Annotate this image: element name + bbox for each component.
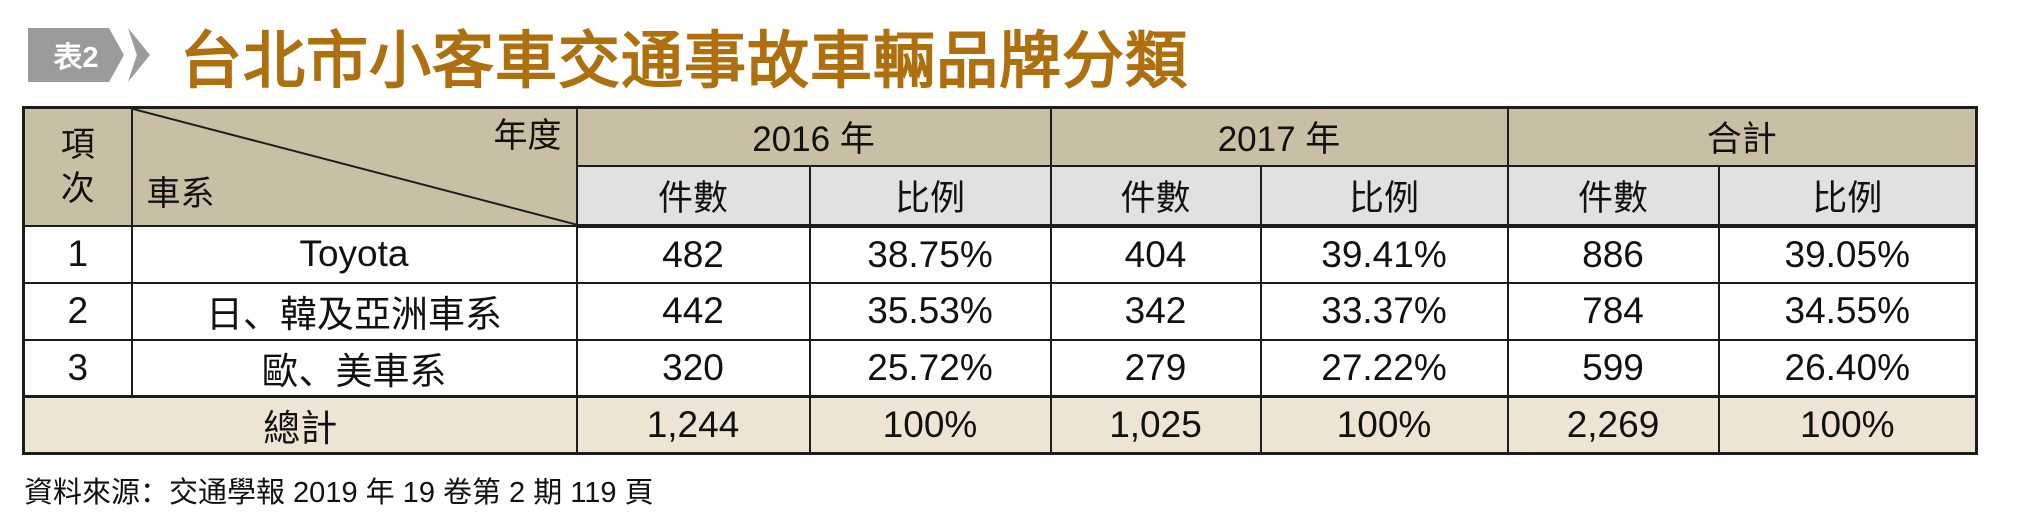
ratio-2016-cell: 38.75% [808, 224, 1052, 284]
year-axis-label: 年度 [493, 117, 562, 155]
source-note: 資料來源：交通學報 2019 年 19 卷第 2 期 119 頁 [24, 477, 654, 509]
table-number-badge-body: 表2 [28, 28, 124, 82]
sub-header-row: 件數 比例 件數 比例 件數 比例 [24, 164, 1978, 228]
arrow-right-icon [128, 28, 150, 82]
index-column-header: 項次 [22, 106, 133, 227]
ratio-2017-cell: 27.22% [1259, 338, 1509, 398]
subheader-ratio-2017: 比例 [1259, 164, 1509, 228]
table-number-badge: 表2 [28, 28, 150, 82]
year-header-2016: 2016 年 [575, 106, 1052, 167]
subheader-ratio-2016: 比例 [808, 164, 1052, 228]
rank-cell: 2 [22, 281, 133, 341]
count-2017-cell: 279 [1049, 338, 1262, 398]
brand-cell: 歐、美車系 [130, 338, 578, 398]
count-total-cell: 886 [1506, 224, 1720, 284]
total-ratio-2017-cell: 100% [1259, 395, 1509, 455]
diagonal-divider-line [133, 109, 575, 224]
series-axis-label: 車系 [146, 174, 215, 213]
table-number-label: 表2 [53, 42, 99, 74]
ratio-total-cell: 34.55% [1717, 281, 1978, 341]
count-2016-cell: 442 [575, 281, 811, 341]
ratio-2016-cell: 25.72% [808, 338, 1052, 398]
ratio-2016-cell: 35.53% [808, 281, 1052, 341]
ratio-2017-cell: 39.41% [1259, 224, 1509, 284]
count-total-cell: 784 [1506, 281, 1720, 341]
ratio-total-cell: 26.40% [1717, 338, 1978, 398]
table-row-toyota: 1 Toyota 482 38.75% 404 39.41% 886 39.05… [22, 224, 1978, 284]
accident-brand-table: 項次 年度 車系 2016 年 2017 年 合計 件數 比例 件數 比例 件數… [22, 106, 1979, 455]
total-count-2017-cell: 1,025 [1049, 395, 1262, 455]
total-count-2016-cell: 1,244 [575, 395, 811, 455]
year-header-2017: 2017 年 [1049, 106, 1509, 167]
total-ratio-total-cell: 100% [1717, 395, 1978, 455]
total-count-total-cell: 2,269 [1506, 395, 1720, 455]
rank-cell: 1 [22, 224, 133, 284]
count-2017-cell: 342 [1049, 281, 1262, 341]
count-2016-cell: 320 [575, 338, 811, 398]
subheader-ratio-total: 比例 [1717, 164, 1978, 228]
subheader-count-total: 件數 [1506, 164, 1720, 228]
table-total-row: 總計 1,244 100% 1,025 100% 2,269 100% [22, 395, 1978, 455]
brand-cell: Toyota [130, 224, 578, 284]
group-header-row: 項次 年度 車系 2016 年 2017 年 合計 [22, 106, 1978, 227]
total-ratio-2016-cell: 100% [808, 395, 1052, 455]
rank-cell: 3 [22, 338, 133, 398]
year-header-total: 合計 [1506, 106, 1978, 167]
index-column-label: 項次 [60, 125, 95, 208]
ratio-2017-cell: 33.37% [1259, 281, 1509, 341]
page-title: 台北市小客車交通事故車輛品牌分類 [180, 24, 1189, 97]
table-row-jp-kr-asia: 2 日、韓及亞洲車系 442 35.53% 342 33.37% 784 34.… [22, 281, 1978, 341]
diagonal-corner-cell: 年度 車系 [130, 106, 578, 227]
subheader-count-2017: 件數 [1049, 164, 1262, 228]
subheader-count-2016: 件數 [575, 164, 811, 228]
table-row-eu-us: 3 歐、美車系 320 25.72% 279 27.22% 599 26.40% [22, 338, 1978, 398]
ratio-total-cell: 39.05% [1717, 224, 1978, 284]
brand-cell: 日、韓及亞洲車系 [130, 281, 578, 341]
total-label-cell: 總計 [22, 395, 578, 455]
count-2016-cell: 482 [575, 224, 811, 284]
count-total-cell: 599 [1506, 338, 1720, 398]
count-2017-cell: 404 [1049, 224, 1262, 284]
page-header: 表2 台北市小客車交通事故車輛品牌分類 [28, 14, 2017, 97]
